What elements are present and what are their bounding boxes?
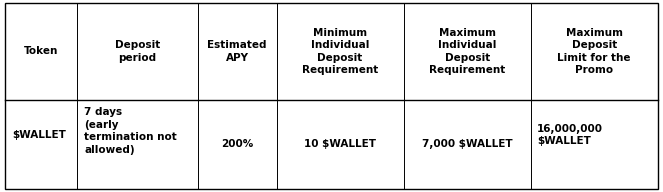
Text: Deposit
period: Deposit period: [115, 40, 160, 63]
Text: 10 $WALLET: 10 $WALLET: [304, 139, 376, 149]
Text: Token: Token: [24, 46, 58, 56]
Text: 7 days
(early
termination not
allowed): 7 days (early termination not allowed): [84, 107, 177, 155]
Text: Minimum
Individual
Deposit
Requirement: Minimum Individual Deposit Requirement: [302, 28, 378, 75]
Text: Estimated
APY: Estimated APY: [208, 40, 267, 63]
Text: Maximum
Individual
Deposit
Requirement: Maximum Individual Deposit Requirement: [429, 28, 505, 75]
Text: 200%: 200%: [221, 139, 253, 149]
Text: $WALLET: $WALLET: [12, 130, 66, 140]
Text: 7,000 $WALLET: 7,000 $WALLET: [422, 139, 512, 149]
Text: 16,000,000
$WALLET: 16,000,000 $WALLET: [537, 124, 603, 146]
Text: Maximum
Deposit
Limit for the
Promo: Maximum Deposit Limit for the Promo: [558, 28, 631, 75]
